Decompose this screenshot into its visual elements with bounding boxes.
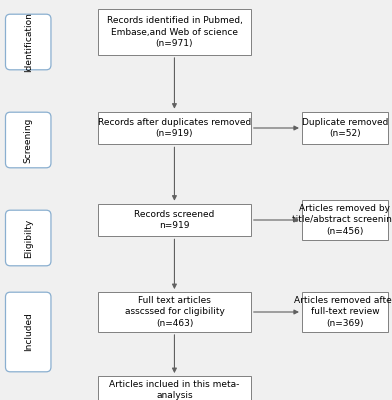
Text: Articles inclued in this meta-
analysis
(n=94): Articles inclued in this meta- analysis … (109, 380, 240, 400)
FancyBboxPatch shape (302, 112, 388, 144)
FancyBboxPatch shape (98, 9, 251, 55)
Text: Records after duplicates removed
(n=919): Records after duplicates removed (n=919) (98, 118, 251, 138)
Text: Eligibilty: Eligibilty (24, 218, 33, 258)
FancyBboxPatch shape (98, 204, 251, 236)
Text: Full text articles
asscssed for cligibility
(n=463): Full text articles asscssed for cligibil… (125, 296, 224, 328)
Text: Identification: Identification (24, 12, 33, 72)
Text: Duplicate removed
(n=52): Duplicate removed (n=52) (302, 118, 388, 138)
FancyBboxPatch shape (98, 376, 251, 400)
FancyBboxPatch shape (98, 112, 251, 144)
Text: Records identified in Pubmed,
Embase,and Web of science
(n=971): Records identified in Pubmed, Embase,and… (107, 16, 242, 48)
Text: Articles removed by
title/abstract screening
(n=456): Articles removed by title/abstract scree… (292, 204, 392, 236)
FancyBboxPatch shape (302, 292, 388, 332)
Text: Included: Included (24, 312, 33, 352)
FancyBboxPatch shape (5, 210, 51, 266)
Text: Articles removed after
full-text review
(n=369): Articles removed after full-text review … (294, 296, 392, 328)
FancyBboxPatch shape (302, 200, 388, 240)
FancyBboxPatch shape (5, 14, 51, 70)
FancyBboxPatch shape (5, 292, 51, 372)
FancyBboxPatch shape (98, 292, 251, 332)
FancyBboxPatch shape (5, 112, 51, 168)
Text: Screening: Screening (24, 117, 33, 163)
Text: Records screened
n=919: Records screened n=919 (134, 210, 215, 230)
